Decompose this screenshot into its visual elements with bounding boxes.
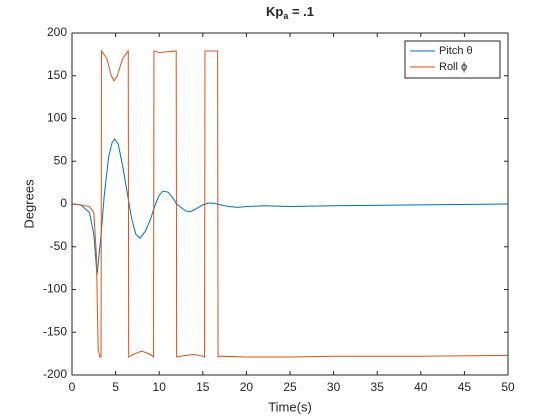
- series-line: [72, 49, 508, 359]
- x-tick-label: 50: [501, 380, 515, 394]
- x-tick-label: 45: [458, 380, 472, 394]
- y-tick-label: 50: [54, 153, 68, 167]
- title-subscript: a: [283, 11, 289, 21]
- legend-box: [404, 40, 501, 79]
- y-tick-label: -200: [43, 367, 67, 381]
- axes-box: [71, 32, 509, 376]
- x-tick-label: 20: [240, 380, 254, 394]
- y-tick-label: -150: [43, 324, 67, 338]
- y-tick-label: -50: [50, 239, 68, 253]
- series-line: [72, 138, 508, 276]
- y-tick-label: 150: [47, 68, 67, 82]
- x-tick-label: 5: [112, 380, 119, 394]
- x-tick-label: 25: [283, 380, 297, 394]
- x-axis-label: Time(s): [268, 399, 312, 414]
- chart-title: Kpa = .1: [266, 4, 314, 21]
- x-tick-label: 0: [69, 380, 76, 394]
- y-tick-label: 100: [47, 111, 67, 125]
- x-tick-label: 35: [371, 380, 385, 394]
- y-tick-label: 0: [60, 196, 67, 210]
- y-axis-label: Degrees: [21, 179, 36, 229]
- title-main: Kp: [266, 4, 283, 19]
- legend-label: Pitch θ: [439, 45, 473, 57]
- x-tick-label: 40: [414, 380, 428, 394]
- legend-label: Roll ϕ: [439, 61, 467, 73]
- title-suffix: = .1: [288, 4, 314, 19]
- x-tick-label: 15: [196, 380, 210, 394]
- x-tick-label: 30: [327, 380, 341, 394]
- x-tick-label: 10: [153, 380, 167, 394]
- y-tick-label: -100: [43, 282, 67, 296]
- y-tick-label: 200: [47, 25, 67, 39]
